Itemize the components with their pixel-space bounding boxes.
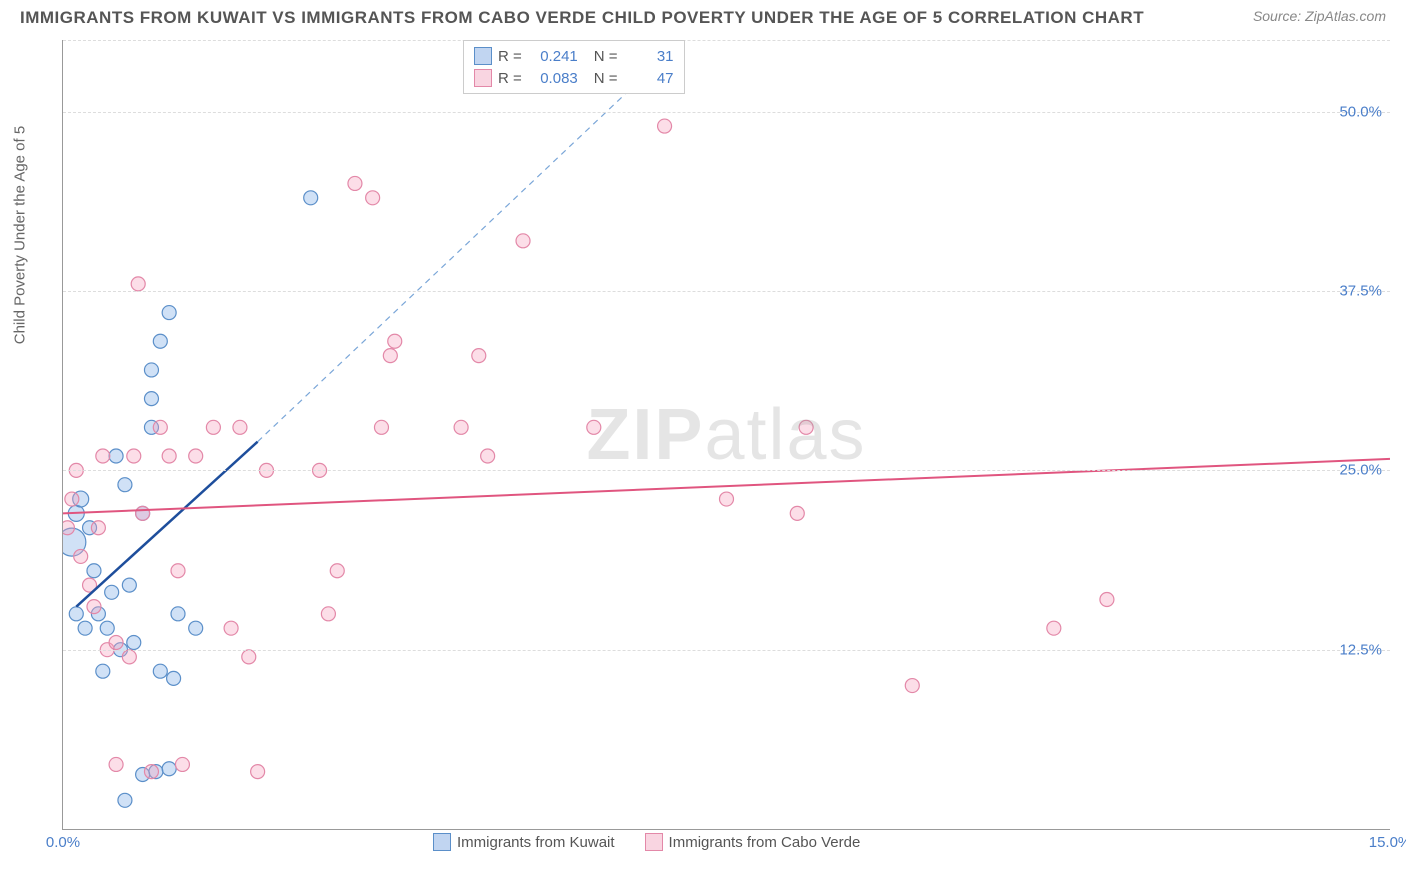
- n-label: N =: [594, 70, 618, 87]
- stats-row-cabo: R = 0.083 N = 47: [474, 67, 674, 89]
- plot-area: R = 0.241 N = 31 R = 0.083 N = 47 ZIPatl…: [62, 40, 1390, 830]
- scatter-svg: [63, 40, 1390, 829]
- swatch-pink-icon: [474, 69, 492, 87]
- x-tick-label: 0.0%: [46, 834, 80, 851]
- r-value-cabo: 0.083: [528, 70, 578, 87]
- r-value-kuwait: 0.241: [528, 48, 578, 65]
- stats-legend: R = 0.241 N = 31 R = 0.083 N = 47: [463, 40, 685, 94]
- r-label: R =: [498, 70, 522, 87]
- r-label: R =: [498, 48, 522, 65]
- y-tick-label: 50.0%: [1339, 103, 1382, 120]
- n-value-cabo: 47: [624, 70, 674, 87]
- legend-label-cabo: Immigrants from Cabo Verde: [669, 834, 861, 851]
- series-legend: Immigrants from Kuwait Immigrants from C…: [433, 833, 860, 851]
- n-value-kuwait: 31: [624, 48, 674, 65]
- swatch-blue-icon: [433, 833, 451, 851]
- y-axis-label: Child Poverty Under the Age of 5: [12, 126, 29, 344]
- legend-item-kuwait: Immigrants from Kuwait: [433, 833, 615, 851]
- y-tick-label: 12.5%: [1339, 641, 1382, 658]
- legend-item-cabo: Immigrants from Cabo Verde: [645, 833, 861, 851]
- swatch-pink-icon: [645, 833, 663, 851]
- y-tick-label: 25.0%: [1339, 462, 1382, 479]
- source-label: Source: ZipAtlas.com: [1253, 8, 1386, 24]
- chart-container: Child Poverty Under the Age of 5 R = 0.2…: [50, 40, 1390, 850]
- y-tick-label: 37.5%: [1339, 283, 1382, 300]
- x-tick-label: 15.0%: [1369, 834, 1406, 851]
- legend-label-kuwait: Immigrants from Kuwait: [457, 834, 615, 851]
- stats-row-kuwait: R = 0.241 N = 31: [474, 45, 674, 67]
- n-label: N =: [594, 48, 618, 65]
- chart-title: IMMIGRANTS FROM KUWAIT VS IMMIGRANTS FRO…: [20, 8, 1144, 28]
- swatch-blue-icon: [474, 47, 492, 65]
